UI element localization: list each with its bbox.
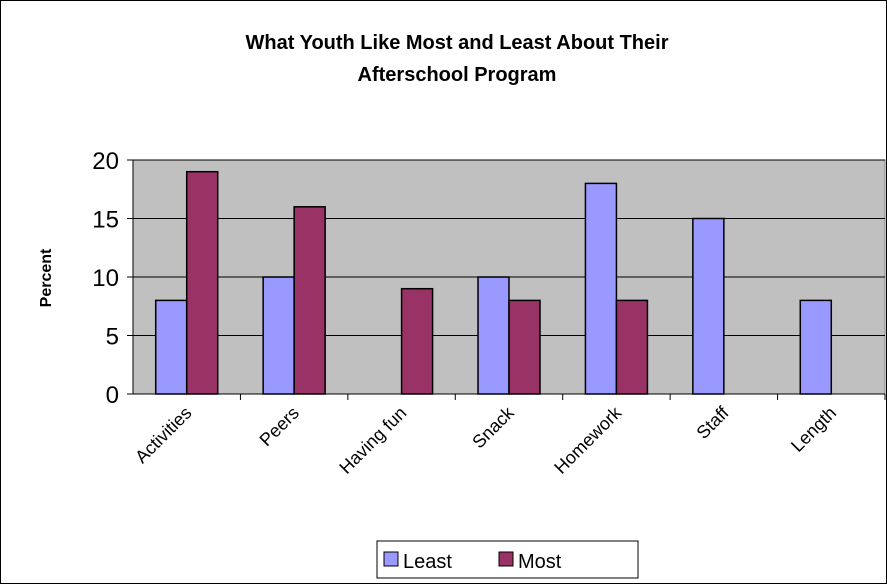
legend-swatch-least <box>383 551 399 567</box>
bar-most-peers <box>293 206 326 395</box>
x-tick-label-having-fun: Having fun <box>335 403 410 478</box>
chart-title-line-2: Afterschool Program <box>358 64 557 86</box>
y-tick-label: 0 <box>106 382 119 409</box>
legend-swatch-most <box>498 551 514 567</box>
bar-least-peers <box>262 276 295 395</box>
y-tick-label: 15 <box>92 207 119 234</box>
plot-area: 0 5 10 15 20 Activities Peers Having fun Snack Ho… <box>92 148 886 478</box>
x-tick-label-staff: Staff <box>693 402 734 443</box>
bar-least-activities <box>154 299 188 395</box>
x-tick-label-snack: Snack <box>468 402 518 452</box>
chart-title-line-1: What Youth Like Most and Least About The… <box>246 32 669 54</box>
x-tick-label-activities: Activities <box>131 403 195 467</box>
bar-least-snack <box>477 276 510 395</box>
bar-most-having-fun <box>400 287 434 395</box>
x-tick-label-homework: Homework <box>550 402 626 478</box>
y-axis-label: Percent <box>38 248 55 307</box>
y-tick-label: 10 <box>92 265 119 292</box>
x-tick-label-length: Length <box>787 403 840 456</box>
bar-most-homework <box>615 299 649 395</box>
bar-most-snack <box>508 299 541 395</box>
x-tick-label-peers: Peers <box>256 403 303 450</box>
y-tick-label: 20 <box>92 148 119 175</box>
legend: Least Most <box>376 540 639 579</box>
bar-least-staff <box>692 217 725 395</box>
legend-label-least: Least <box>403 551 452 573</box>
bar-least-length <box>799 299 833 395</box>
bar-most-activities <box>185 170 219 395</box>
legend-label-most: Most <box>518 551 562 573</box>
bar-least-homework <box>584 182 618 395</box>
y-tick-label: 5 <box>106 324 119 351</box>
